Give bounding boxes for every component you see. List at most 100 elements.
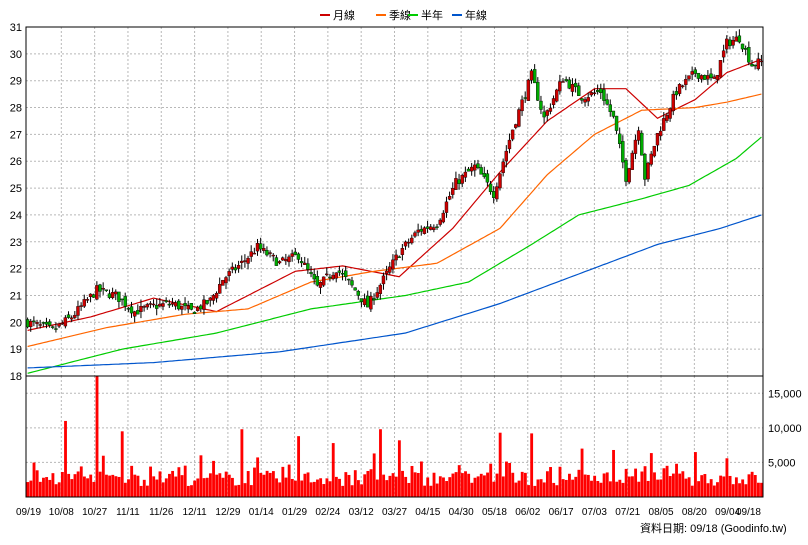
candle-body xyxy=(155,305,159,309)
candle-body xyxy=(63,317,68,327)
volume-bar xyxy=(734,477,738,497)
candle-body xyxy=(325,273,329,276)
volume-bar xyxy=(653,472,656,497)
volume-bar xyxy=(564,479,568,497)
volume-bar xyxy=(360,484,364,497)
candle-body xyxy=(318,282,323,288)
moving-average-lines xyxy=(27,58,762,374)
price-tick-label: 28 xyxy=(10,103,22,115)
candle-body xyxy=(148,303,153,305)
volume-bar xyxy=(750,471,754,497)
volume-bar xyxy=(410,465,414,497)
volume-bar xyxy=(687,477,691,497)
candle-body xyxy=(640,132,644,156)
candle-body xyxy=(107,293,112,298)
candle-body xyxy=(463,171,468,178)
volume-bar xyxy=(142,479,146,497)
date-tick-label: 09/19 xyxy=(16,507,41,518)
candle-body xyxy=(41,322,46,324)
candle-body xyxy=(507,139,512,150)
volume-bar xyxy=(353,470,357,497)
volume-bar xyxy=(558,466,562,497)
volume-bar xyxy=(394,476,398,497)
candle-body xyxy=(756,58,760,70)
candle-body xyxy=(611,110,616,117)
candle-body xyxy=(369,295,373,310)
volume-bar xyxy=(382,474,386,497)
date-tick-label: 08/20 xyxy=(682,507,707,518)
date-tick-label: 06/17 xyxy=(549,507,574,518)
candle-body xyxy=(129,306,134,314)
date-tick-label: 02/24 xyxy=(315,507,340,518)
volume-bar xyxy=(350,485,354,497)
candle-body xyxy=(665,115,669,121)
volume-bar xyxy=(123,482,127,497)
date-tick-label: 11/26 xyxy=(149,507,174,518)
candle-body xyxy=(230,266,234,270)
volume-bar xyxy=(473,477,477,497)
volume-bar xyxy=(423,485,426,497)
volume-bar xyxy=(237,484,241,497)
volume-bar xyxy=(590,480,593,497)
date-tick-label: 09/18 xyxy=(736,507,761,518)
volume-bar xyxy=(108,475,112,497)
candle-body xyxy=(617,133,622,144)
candle-body xyxy=(725,38,729,50)
candle-body xyxy=(258,243,263,250)
volume-bar xyxy=(631,476,634,497)
candle-body xyxy=(498,173,502,189)
volume-bar xyxy=(429,485,433,497)
volume-bar xyxy=(325,478,329,497)
candle-body xyxy=(488,183,493,193)
volume-bar xyxy=(416,472,420,497)
volume-bar xyxy=(331,443,335,497)
volume-bar xyxy=(95,376,99,497)
volume-bar xyxy=(287,464,291,497)
volume-bar xyxy=(700,475,704,497)
candle-body xyxy=(356,290,360,296)
price-grid xyxy=(26,27,763,376)
volume-bar xyxy=(177,467,181,497)
candle-body xyxy=(674,91,679,96)
volume-bar xyxy=(703,474,707,497)
volume-bar xyxy=(38,481,42,497)
volume-bar xyxy=(82,476,86,497)
date-tick-label: 12/29 xyxy=(215,507,240,518)
candle-body xyxy=(343,270,348,278)
volume-bar xyxy=(218,473,222,497)
volume-bar xyxy=(627,476,631,497)
legend-label-month: 月線 xyxy=(333,8,355,22)
volume-bar xyxy=(278,482,282,497)
volume-bar xyxy=(684,478,688,497)
candle-body xyxy=(136,310,140,315)
volume-bar xyxy=(495,473,499,497)
candle-body xyxy=(643,153,647,180)
date-tick-label: 07/03 xyxy=(582,507,607,518)
volume-axis: 5,000 10,000 15,000 xyxy=(768,388,802,469)
volume-bar xyxy=(60,471,64,497)
candle-body xyxy=(438,219,442,225)
date-tick-label: 09/04 xyxy=(715,507,740,518)
candle-body xyxy=(592,92,597,94)
volume-bar xyxy=(127,479,130,497)
volume-bar xyxy=(697,481,701,497)
volume-bar xyxy=(725,458,729,497)
volume-bar xyxy=(621,482,625,497)
candle-body xyxy=(413,232,417,237)
volume-bar xyxy=(149,466,152,497)
volume-bar xyxy=(234,485,238,497)
volume-bar xyxy=(114,476,118,497)
volume-bar xyxy=(98,471,102,497)
volume-bar xyxy=(319,478,323,497)
volume-bar xyxy=(514,482,518,497)
candle-body xyxy=(482,173,486,177)
volume-bar xyxy=(130,465,134,497)
volume-bar xyxy=(517,480,521,497)
candle-body xyxy=(731,40,735,46)
candle-body xyxy=(608,104,612,112)
candle-body xyxy=(696,72,701,79)
volume-bar xyxy=(309,482,313,497)
volume-bar xyxy=(615,481,619,497)
volume-bar xyxy=(155,479,159,497)
candle-body xyxy=(687,75,691,80)
